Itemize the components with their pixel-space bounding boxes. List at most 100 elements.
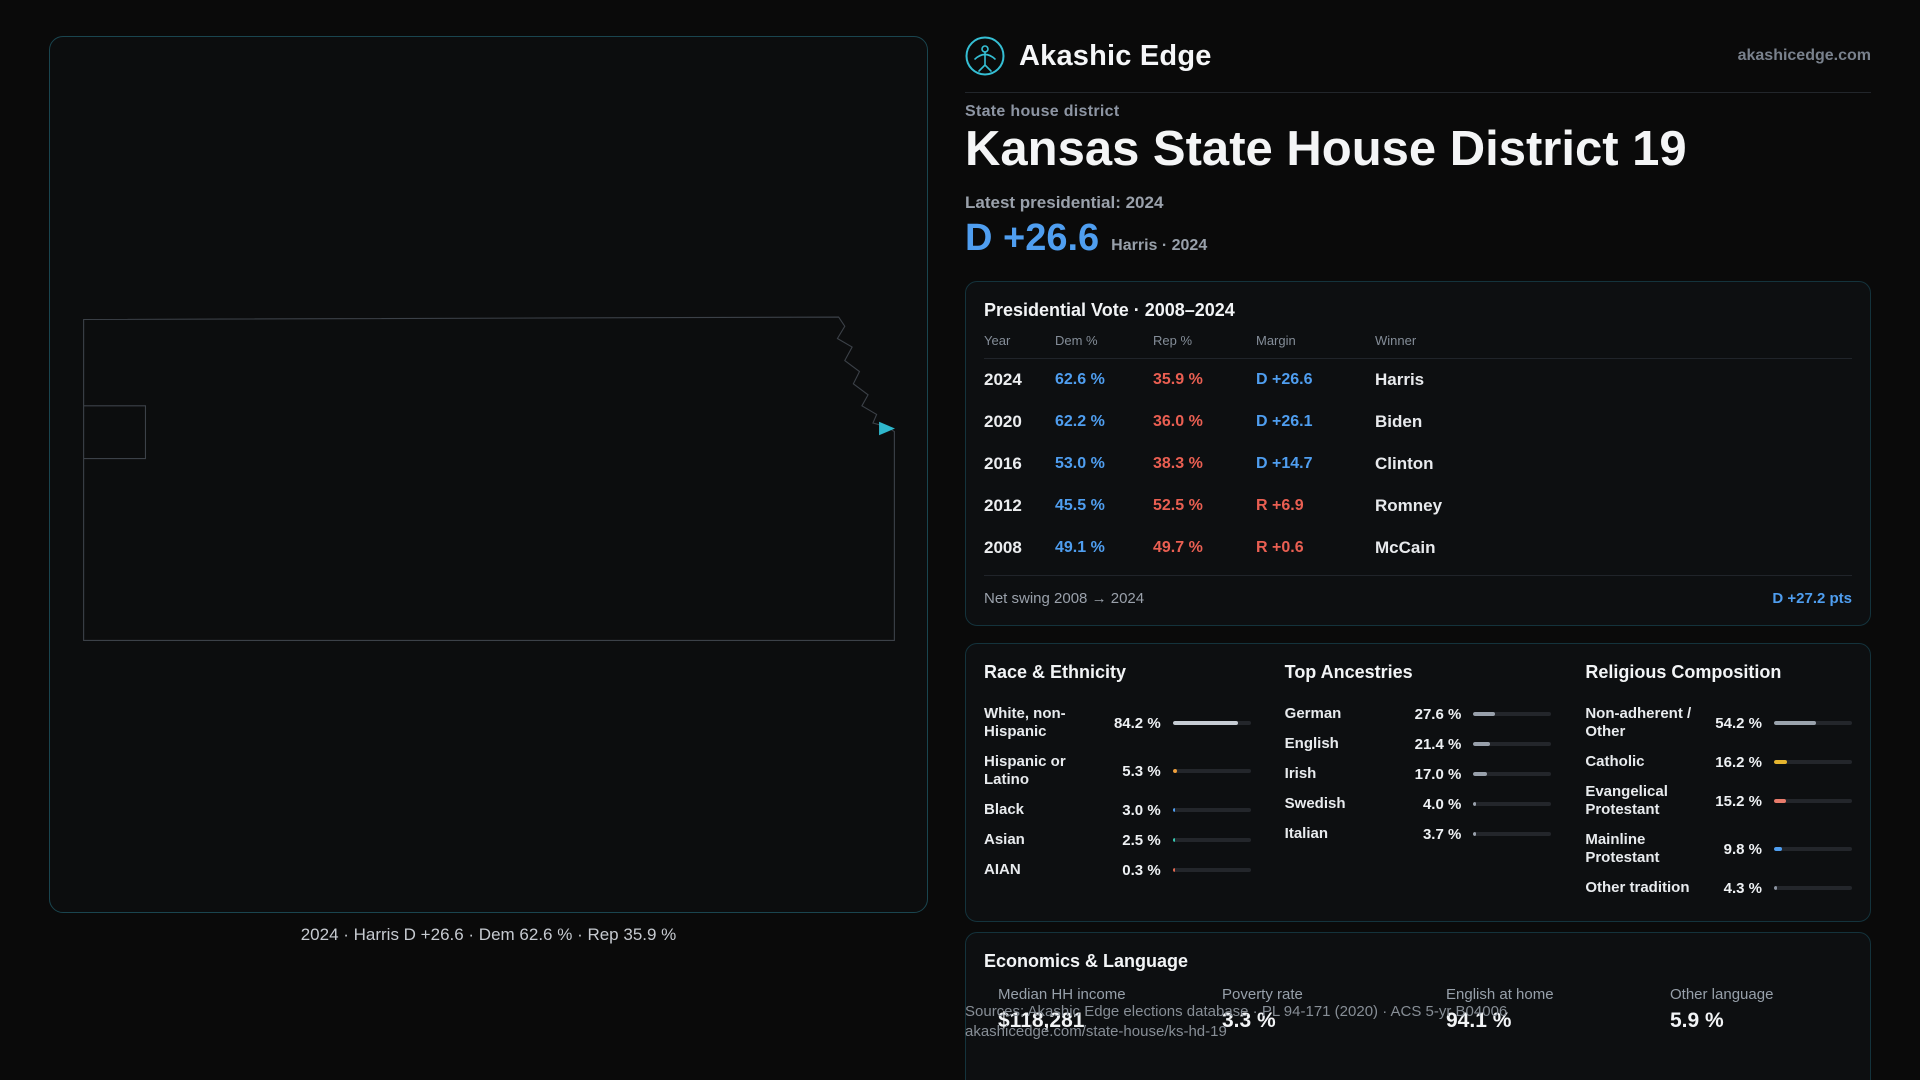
demo-label: Swedish <box>1284 795 1346 812</box>
col-margin: Margin <box>1256 333 1296 348</box>
demo-row: Asian 2.5 % <box>984 825 1251 855</box>
economics-stats-row: Median HH income $118,281 Poverty rate 3… <box>984 986 1852 1033</box>
section-title: Top Ancestries <box>1284 662 1413 682</box>
religion-section: Religious Composition Non-adherent / Oth… <box>1585 662 1852 903</box>
table-row: 2016 53.0 % 38.3 % D +14.7 Clinton <box>984 443 1852 485</box>
demo-value: 4.3 % <box>1723 879 1762 897</box>
dem-cell: 53.0 % <box>1055 455 1105 472</box>
site-header: Akashic Edge akashicedge.com <box>965 0 1871 76</box>
brand-logo-icon <box>965 36 1005 76</box>
demo-value: 16.2 % <box>1715 753 1762 771</box>
winner-cell: McCain <box>1375 538 1436 557</box>
economics-card: Economics & Language Median HH income $1… <box>965 932 1871 1080</box>
demo-row: Black 3.0 % <box>984 795 1251 825</box>
site-domain-link[interactable]: akashicedge.com <box>1737 47 1871 64</box>
brand-name: Akashic Edge <box>1019 39 1212 72</box>
section-title: Religious Composition <box>1585 662 1782 682</box>
table-row: 2024 62.6 % 35.9 % D +26.6 Harris <box>984 359 1852 401</box>
year-cell: 2016 <box>984 454 1022 473</box>
year-cell: 2020 <box>984 412 1022 431</box>
demo-value: 27.6 % <box>1414 705 1462 723</box>
margin-headline-row: D +26.6 Harris · 2024 <box>965 217 1871 259</box>
map-caption: 2024 · Harris D +26.6 · Dem 62.6 % · Rep… <box>300 925 677 944</box>
dem-cell: 49.1 % <box>1055 539 1105 556</box>
demo-label: Asian <box>984 831 1025 848</box>
demo-label: Black <box>984 801 1025 818</box>
year-cell: 2012 <box>984 496 1022 515</box>
dem-cell: 62.6 % <box>1055 371 1105 388</box>
demo-label: Non-adherent / Other <box>1585 705 1692 740</box>
demo-row: Swedish 4.0 % <box>1285 789 1552 819</box>
demo-label: German <box>1284 705 1342 722</box>
stat-label: Poverty rate <box>1222 986 1303 1003</box>
state-border <box>83 316 895 641</box>
margin-context: Harris · 2024 <box>1111 237 1208 254</box>
district-url-link[interactable]: akashicedge.com/state-house/ks-hd-19 <box>965 1023 1227 1040</box>
stat-block: English at home 94.1 % <box>1446 986 1670 1033</box>
demo-value: 54.2 % <box>1715 714 1762 732</box>
demo-row: German 27.6 % <box>1285 699 1552 729</box>
demo-value: 21.4 % <box>1414 735 1462 753</box>
demo-label: Italian <box>1284 825 1329 842</box>
table-row: 2008 49.1 % 49.7 % R +0.6 McCain <box>984 527 1852 569</box>
demo-value: 3.0 % <box>1122 801 1161 819</box>
demo-row: Hispanic or Latino 5.3 % <box>984 747 1251 795</box>
demo-bar <box>1172 868 1251 872</box>
net-swing-row: Net swing 2008 → 2024 D +27.2 pts <box>984 575 1852 607</box>
demo-row: AIAN 0.3 % <box>984 855 1251 885</box>
margin-headline: D +26.6 <box>965 217 1100 259</box>
demo-value: 3.7 % <box>1422 825 1462 843</box>
demo-value: 0.3 % <box>1122 861 1161 879</box>
detail-panel: Akashic Edge akashicedge.com State house… <box>965 0 1871 1080</box>
demo-bar <box>1773 721 1852 725</box>
margin-cell: D +26.6 <box>1256 371 1313 388</box>
stat-block: Poverty rate 3.3 % <box>1222 986 1446 1033</box>
stat-value: $118,281 <box>998 1009 1085 1032</box>
demo-bar <box>1773 799 1852 803</box>
demo-bar <box>1172 838 1251 842</box>
stat-value: 3.3 % <box>1222 1009 1276 1032</box>
header-divider <box>965 92 1871 93</box>
demo-bar <box>1473 832 1552 836</box>
demo-value: 5.3 % <box>1122 762 1161 780</box>
demo-label: English <box>1284 735 1339 752</box>
demo-row: White, non-Hispanic 84.2 % <box>984 699 1251 747</box>
rep-cell: 38.3 % <box>1153 455 1203 472</box>
demo-bar <box>1473 802 1552 806</box>
stat-label: Other language <box>1670 986 1774 1003</box>
demo-bar <box>1773 760 1852 764</box>
vote-table-header: Year Dem % Rep % Margin Winner <box>984 333 1852 359</box>
demographics-card: Race & Ethnicity White, non-Hispanic 84.… <box>965 643 1871 922</box>
demo-label: AIAN <box>984 861 1021 878</box>
demo-label: Hispanic or Latino <box>984 753 1066 788</box>
district-map-panel <box>49 36 928 913</box>
col-rep: Rep % <box>1153 333 1193 348</box>
margin-cell: R +0.6 <box>1256 539 1304 556</box>
demo-row: Italian 3.7 % <box>1285 819 1552 849</box>
latest-presidential-label: Latest presidential: 2024 <box>965 193 1164 212</box>
demo-row: Irish 17.0 % <box>1285 759 1552 789</box>
year-cell: 2024 <box>984 370 1022 389</box>
stat-block: Other language 5.9 % <box>1670 986 1894 1033</box>
ancestries-section: Top Ancestries German 27.6 % English 21.… <box>1285 662 1552 903</box>
demo-value: 17.0 % <box>1414 765 1462 783</box>
demo-label: Evangelical Protestant <box>1585 783 1668 818</box>
vote-card-title: Presidential Vote · 2008–2024 <box>984 300 1235 320</box>
demo-row: Catholic 16.2 % <box>1585 747 1852 777</box>
rep-cell: 35.9 % <box>1153 371 1203 388</box>
demo-row: Non-adherent / Other 54.2 % <box>1585 699 1852 747</box>
section-title: Race & Ethnicity <box>984 662 1127 682</box>
rep-cell: 36.0 % <box>1153 413 1203 430</box>
demo-bar <box>1473 742 1552 746</box>
demo-value: 2.5 % <box>1122 831 1161 849</box>
stat-label: English at home <box>1446 986 1554 1003</box>
table-row: 2020 62.2 % 36.0 % D +26.1 Biden <box>984 401 1852 443</box>
dem-cell: 45.5 % <box>1055 497 1105 514</box>
table-row: 2012 45.5 % 52.5 % R +6.9 Romney <box>984 485 1852 527</box>
demo-value: 4.0 % <box>1422 795 1462 813</box>
stat-label: Median HH income <box>998 986 1126 1003</box>
race-ethnicity-section: Race & Ethnicity White, non-Hispanic 84.… <box>984 662 1251 903</box>
demo-row: Mainline Protestant 9.8 % <box>1585 825 1852 873</box>
winner-cell: Harris <box>1375 370 1425 389</box>
demo-bar <box>1473 712 1552 716</box>
